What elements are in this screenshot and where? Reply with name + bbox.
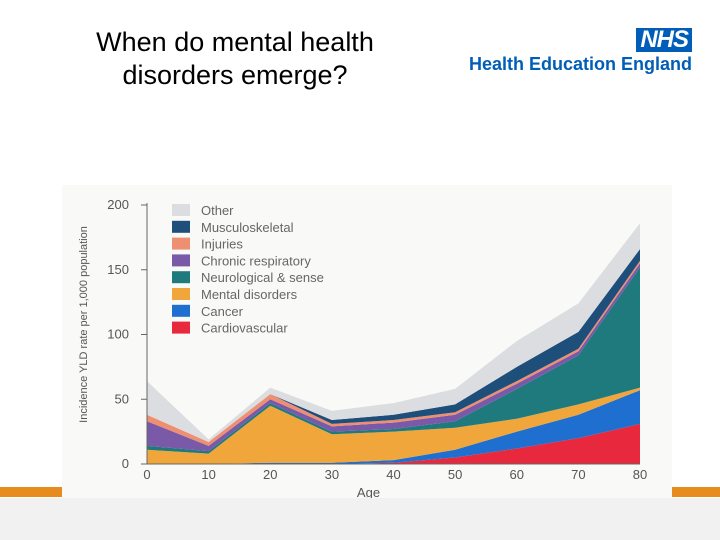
legend-swatch [172,288,190,300]
legend-swatch [172,304,190,317]
x-tick-label: 80 [633,467,647,482]
slide-title-line-1: When do mental health [96,27,374,57]
nhs-logo-box: NHS [636,28,692,52]
legend-label: Injuries [201,237,243,252]
x-tick-label: 30 [325,467,339,482]
area-mental-disorders [147,387,640,464]
hee-logo: NHS Health Education England [448,28,698,78]
footer-band [0,498,720,540]
x-axis-label: Age [357,485,380,500]
x-tick-label: 70 [571,467,585,482]
area-cardiovascular [147,423,640,464]
chart-area: 0 50 100 150 200 0 10 20 30 40 50 60 70 80 Age Incidenc… [62,185,672,500]
legend-label: Cardiovascular [201,321,288,336]
legend-swatch [172,271,190,284]
area-cancer [147,390,640,464]
legend-swatch [172,254,190,267]
y-tick-label: 50 [115,391,129,406]
legend-label: Chronic respiratory [201,253,311,268]
y-tick-label: 200 [107,197,129,212]
legend-label: Musculoskeletal [201,220,294,235]
y-axis-label: Incidence YLD rate per 1,000 population [78,226,90,423]
incidence-chart: 0 50 100 150 200 0 10 20 30 40 50 60 70 80 Age Incidenc… [78,197,647,500]
area-neurological-sense [147,267,640,454]
legend-swatch [172,321,190,334]
legend-label: Other [201,203,234,218]
slide-title: When do mental health disorders emerge? [60,26,410,92]
footer-accent-left [0,487,62,497]
slide-title-line-2: disorders emerge? [122,60,348,90]
legend-swatch [172,220,190,233]
x-tick-label: 50 [448,467,462,482]
area-other [147,223,640,442]
y-tick-label: 0 [122,456,129,471]
x-tick-label: 40 [386,467,400,482]
legend-label: Neurological & sense [201,270,324,285]
y-tick-label: 100 [107,327,129,342]
x-tick-label: 20 [263,467,277,482]
x-tick-label: 60 [510,467,524,482]
x-tick-label: 10 [201,467,215,482]
legend-label: Mental disorders [201,287,298,302]
hee-wordmark: Health Education England [468,54,692,74]
legend-swatch [172,237,190,250]
x-tick-label: 0 [143,467,150,482]
legend-label: Cancer [201,304,244,319]
y-tick-label: 150 [107,262,129,277]
legend-swatch [172,204,190,216]
footer-accent-right [672,487,720,497]
